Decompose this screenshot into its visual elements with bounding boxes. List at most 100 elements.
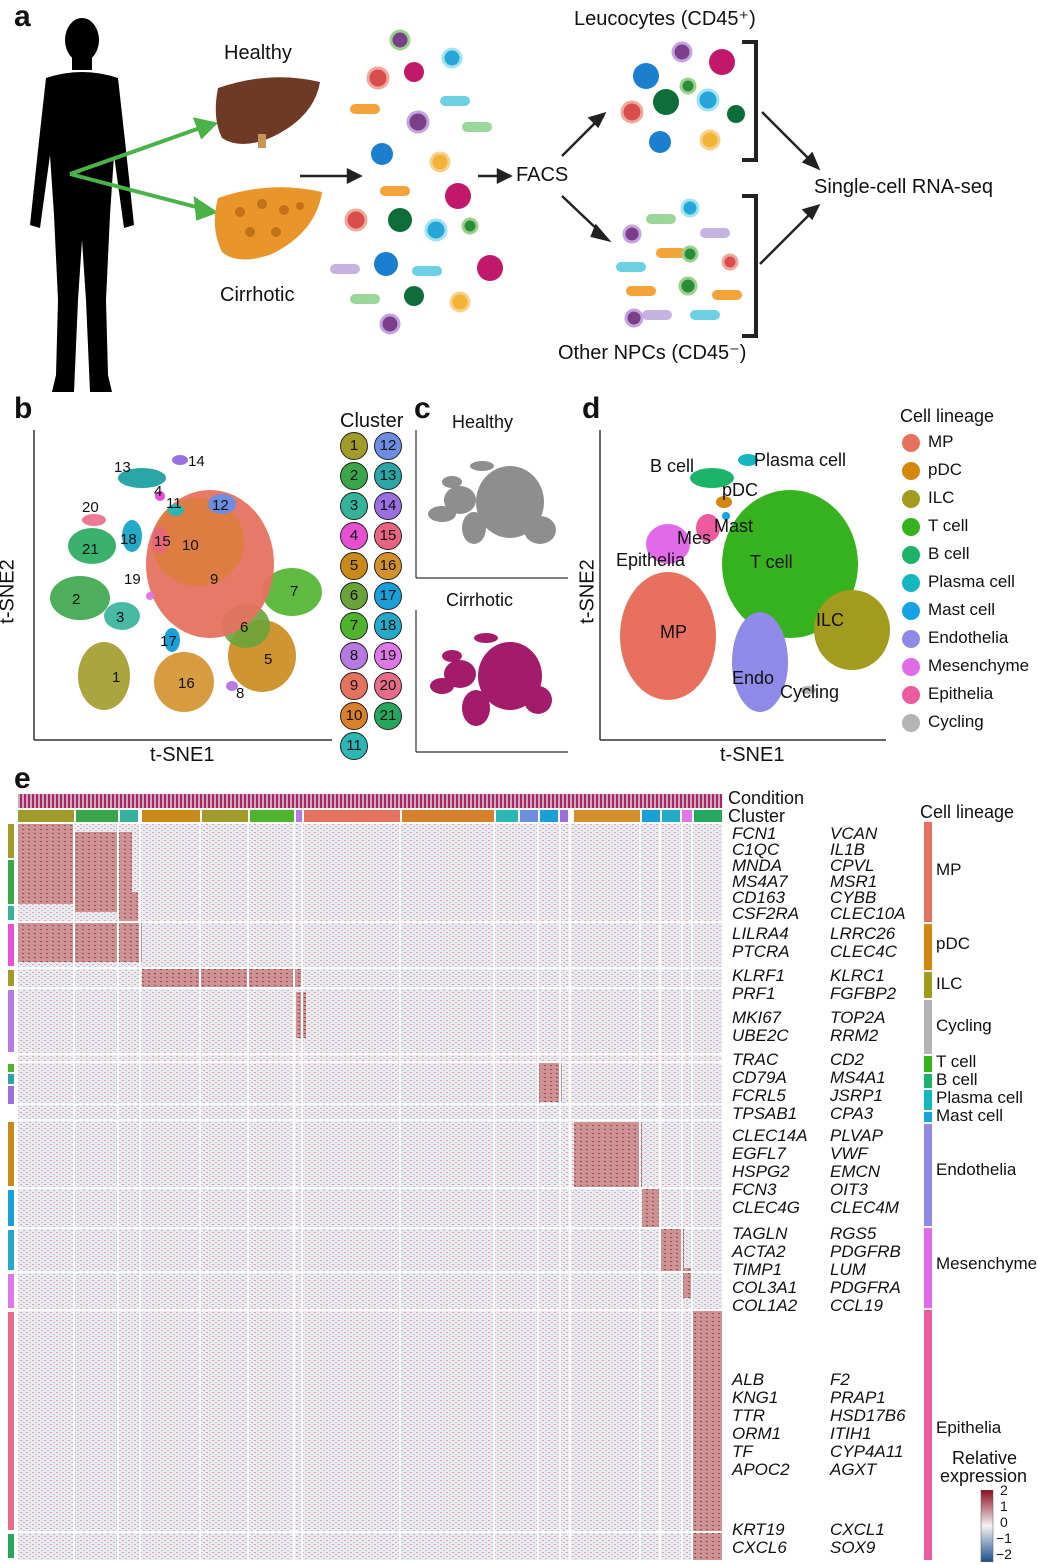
gene-label: KLRC1 bbox=[830, 966, 885, 985]
human-silhouette-icon bbox=[30, 18, 134, 392]
gene-label: RRM2 bbox=[830, 1026, 879, 1045]
gene-label: PDGFRB bbox=[830, 1242, 901, 1261]
gene-label: TF bbox=[732, 1442, 753, 1461]
d-xlabel: t-SNE1 bbox=[720, 744, 785, 766]
gene-label: KLRF1 bbox=[732, 966, 785, 985]
svg-text:11: 11 bbox=[166, 495, 182, 512]
gene-label: HSD17B6 bbox=[830, 1406, 906, 1425]
gene-label: PRAP1 bbox=[830, 1388, 886, 1407]
gene-label: TAGLN bbox=[732, 1224, 788, 1243]
cluster-legend-item: 15 bbox=[374, 522, 402, 550]
scale-tick: −2 bbox=[996, 1546, 1012, 1562]
gene-label: IL1B bbox=[830, 840, 865, 859]
gene-label: CXCL6 bbox=[732, 1538, 787, 1557]
expression-colorbar bbox=[980, 1490, 994, 1562]
gene-label: HSPG2 bbox=[732, 1162, 790, 1181]
gene-label: TIMP1 bbox=[732, 1260, 783, 1279]
gene-label: UBE2C bbox=[732, 1026, 789, 1045]
d-map-label: Endo bbox=[732, 668, 775, 688]
svg-text:16: 16 bbox=[178, 675, 195, 692]
scale-tick: 0 bbox=[1000, 1514, 1008, 1530]
c-healthy-label: Healthy bbox=[452, 412, 514, 432]
d-map-label: ILC bbox=[816, 610, 845, 630]
gene-label: PRF1 bbox=[732, 984, 776, 1003]
gene-label: EMCN bbox=[830, 1162, 881, 1181]
gene-label: CD163 bbox=[732, 888, 785, 907]
svg-text:10: 10 bbox=[182, 537, 199, 554]
gene-label: CD79A bbox=[732, 1068, 787, 1087]
heatmap bbox=[8, 794, 722, 1560]
b-ylabel: t-SNE2 bbox=[0, 559, 19, 624]
gene-label: VCAN bbox=[830, 824, 878, 843]
e-lineage-label: B cell bbox=[936, 1070, 978, 1089]
gene-label: MKI67 bbox=[732, 1008, 782, 1027]
gene-label: FCRL5 bbox=[732, 1086, 786, 1105]
gene-label: PTCRA bbox=[732, 942, 790, 961]
gene-label: PDGFRA bbox=[830, 1278, 901, 1297]
svg-text:4: 4 bbox=[154, 483, 162, 500]
legend-expression: expression bbox=[940, 1466, 1028, 1486]
gene-label: C1QC bbox=[732, 840, 780, 859]
cluster-legend-item: 16 bbox=[374, 552, 402, 580]
cluster-legend-item: 11 bbox=[340, 732, 368, 760]
d-map-label: Plasma cell bbox=[754, 450, 847, 470]
e-lineage-label: Mast cell bbox=[936, 1106, 1004, 1125]
gene-label: F2 bbox=[830, 1370, 850, 1389]
gene-label: EGFL7 bbox=[732, 1144, 786, 1163]
tsne-clusters-b bbox=[50, 455, 322, 712]
b-legend-title: Cluster bbox=[340, 410, 404, 432]
panel-d-tsne bbox=[599, 430, 890, 741]
d-map-label: Mast bbox=[714, 516, 754, 536]
lineage-bar bbox=[924, 822, 932, 1560]
gene-label: CD2 bbox=[830, 1050, 865, 1069]
cluster-legend-item: 3 bbox=[340, 492, 368, 520]
gene-label: SOX9 bbox=[830, 1538, 876, 1557]
healthy-liver-icon bbox=[215, 77, 320, 148]
gene-label: CLEC4C bbox=[830, 942, 898, 961]
e-lineage-label: pDC bbox=[936, 934, 971, 953]
lineage-legend-label: Cycling bbox=[928, 712, 984, 731]
gene-label: CLEC4M bbox=[830, 1198, 899, 1217]
cluster-legend-item: 8 bbox=[340, 642, 368, 670]
cluster-legend-item: 13 bbox=[374, 462, 402, 490]
condition-bar bbox=[18, 794, 722, 808]
gene-label: FCN3 bbox=[732, 1180, 777, 1199]
svg-text:9: 9 bbox=[210, 571, 218, 588]
e-lineage-label: ILC bbox=[936, 974, 963, 993]
lineage-swatch bbox=[902, 434, 920, 452]
panel-c-tsne bbox=[415, 430, 568, 753]
d-map-label: MP bbox=[660, 622, 687, 642]
gene-label: CLEC14A bbox=[732, 1126, 808, 1145]
lineage-swatch bbox=[902, 574, 920, 592]
healthy-scatter bbox=[428, 461, 556, 544]
lineage-legend-label: ILC bbox=[928, 488, 955, 507]
lineage-legend-label: Endothelia bbox=[928, 628, 1009, 647]
svg-text:12: 12 bbox=[212, 497, 229, 514]
other-npcs-label: Other NPCs (CD45⁻) bbox=[558, 342, 747, 364]
healthy-label: Healthy bbox=[224, 42, 292, 64]
gene-label: COL1A2 bbox=[732, 1296, 798, 1315]
cluster-legend-item: 1 bbox=[340, 432, 368, 460]
cluster-legend-item: 21 bbox=[374, 702, 402, 730]
e-condition-label: Condition bbox=[728, 788, 805, 808]
svg-text:18: 18 bbox=[120, 531, 137, 548]
gene-label: LILRA4 bbox=[732, 924, 789, 943]
d-map-label: Cycling bbox=[780, 682, 840, 702]
e-lineage-label: Plasma cell bbox=[936, 1088, 1023, 1107]
cluster-bar bbox=[18, 810, 722, 822]
gene-label: LRRC26 bbox=[830, 924, 896, 943]
svg-text:21: 21 bbox=[82, 541, 99, 558]
lineage-swatch bbox=[902, 462, 920, 480]
lineage-legend-label: Mast cell bbox=[928, 600, 996, 619]
e-lineage-label: T cell bbox=[936, 1052, 977, 1071]
gene-label: KNG1 bbox=[732, 1388, 779, 1407]
svg-text:6: 6 bbox=[240, 619, 248, 636]
svg-text:19: 19 bbox=[124, 571, 141, 588]
green-arrows-icon bbox=[69, 117, 219, 221]
gene-label: ACTA2 bbox=[732, 1242, 786, 1261]
gene-label: ORM1 bbox=[732, 1424, 782, 1443]
scale-tick: 2 bbox=[1000, 1482, 1008, 1498]
svg-text:2: 2 bbox=[72, 591, 80, 608]
lineage-swatch bbox=[902, 686, 920, 704]
